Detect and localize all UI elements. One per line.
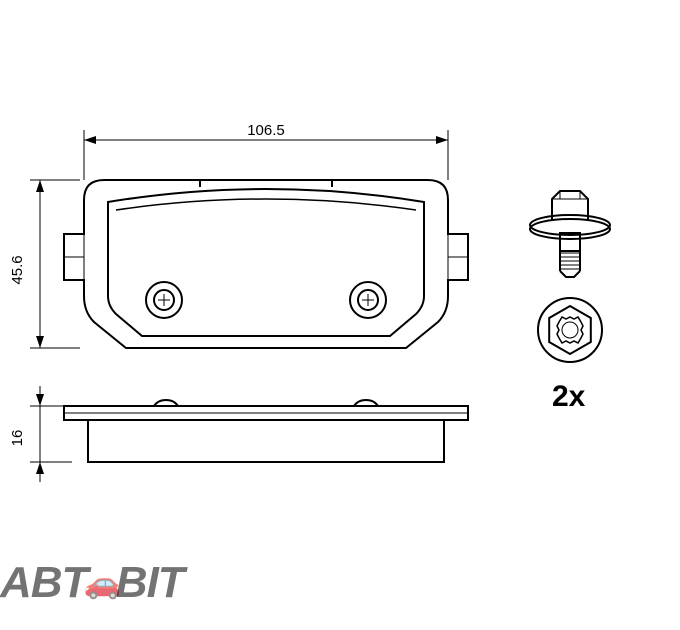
dimension-height-value: 45.6	[9, 255, 26, 284]
brake-pad-side-view	[64, 400, 468, 462]
watermark-prefix: ABT	[0, 558, 87, 607]
dimension-height	[30, 180, 80, 348]
fastener-quantity-value: 2x	[552, 380, 585, 413]
dimension-thickness-value: 16	[9, 430, 26, 447]
fastener-quantity-label: 2x	[552, 380, 585, 414]
mounting-hole-left	[146, 282, 182, 318]
brake-pad-front-view	[64, 180, 468, 348]
watermark-car-icon: 🚗	[83, 566, 119, 601]
dimension-thickness	[30, 386, 72, 482]
mounting-hole-right	[350, 282, 386, 318]
watermark: ABT🚗BIT	[0, 558, 184, 608]
fastener-nut	[538, 298, 602, 362]
watermark-suffix: BIT	[116, 558, 184, 607]
dimension-width-value: 106.5	[247, 122, 285, 139]
fastener-bolt	[530, 191, 610, 277]
brake-pad-diagram: 106.5 45.6	[0, 0, 680, 630]
